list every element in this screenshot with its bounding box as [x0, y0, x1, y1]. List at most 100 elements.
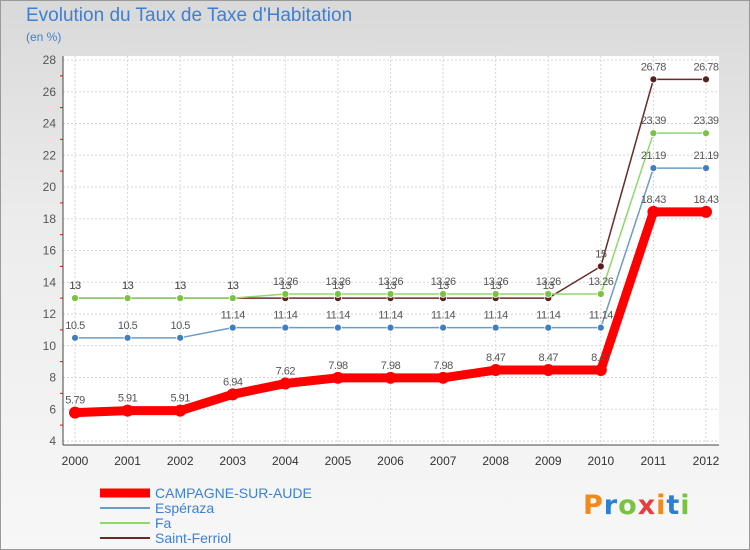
- data-label-campagne-sur-aude: 7.98: [433, 360, 453, 372]
- data-point-campagne-sur-aude: [594, 364, 607, 377]
- data-label-esp-raza: 11.14: [326, 310, 351, 322]
- data-point-fa: [71, 294, 79, 303]
- data-label-esp-raza: 10.5: [118, 320, 138, 332]
- y-tick-label: 8: [49, 371, 56, 385]
- y-tick-label: 12: [43, 307, 57, 321]
- chart-title: Evolution du Taux de Taxe d'Habitation: [26, 5, 353, 26]
- data-label-fa: 13: [227, 280, 239, 292]
- data-label-campagne-sur-aude: 7.98: [381, 360, 401, 372]
- data-label-campagne-sur-aude: 18.43: [641, 194, 666, 206]
- x-tick-label: 2012: [693, 454, 720, 468]
- data-point-esp-raza: [649, 164, 658, 173]
- y-tick-label: 20: [43, 180, 57, 194]
- data-label-saint-ferriol: 26.78: [693, 61, 718, 73]
- data-point-fa: [123, 294, 132, 303]
- data-point-esp-raza: [334, 323, 342, 332]
- data-label-fa: 13.26: [273, 276, 298, 288]
- data-label-fa: 13.26: [325, 276, 350, 288]
- y-tick-label: 14: [43, 275, 57, 289]
- x-tick-label: 2005: [325, 454, 352, 468]
- data-label-fa: 13: [69, 280, 81, 292]
- legend-label: Fa: [155, 515, 172, 531]
- data-label-campagne-sur-aude: 5.91: [170, 393, 190, 405]
- y-tick-label: 24: [43, 117, 57, 131]
- data-point-campagne-sur-aude: [700, 205, 712, 218]
- legend-label: Saint-Ferriol: [155, 530, 231, 546]
- x-tick-label: 2010: [587, 454, 614, 468]
- data-label-esp-raza: 11.14: [589, 310, 614, 322]
- data-point-fa: [176, 294, 185, 303]
- data-point-fa: [439, 290, 447, 298]
- data-label-esp-raza: 11.14: [431, 310, 456, 322]
- data-label-fa: 13: [175, 280, 187, 292]
- data-label-saint-ferriol: 13: [69, 280, 81, 292]
- data-label-saint-ferriol: 13: [543, 280, 555, 292]
- data-label-campagne-sur-aude: 8.47: [591, 352, 611, 364]
- data-label-fa: 13.26: [483, 276, 508, 288]
- x-tick-label: 2006: [377, 454, 404, 468]
- data-label-campagne-sur-aude: 8.47: [539, 352, 559, 364]
- data-point-fa: [544, 290, 553, 298]
- x-tick-label: 2003: [219, 454, 246, 468]
- data-point-saint-ferriol: [702, 75, 710, 84]
- data-label-esp-raza: 11.14: [221, 310, 246, 322]
- y-tick-label: 28: [43, 53, 57, 67]
- proxiti-logo: Proxiti: [583, 490, 691, 521]
- x-tick-label: 2008: [482, 454, 509, 468]
- data-point-esp-raza: [439, 323, 447, 332]
- y-tick-label: 10: [43, 339, 57, 353]
- data-label-esp-raza: 10.5: [65, 320, 85, 332]
- data-point-fa: [491, 290, 500, 298]
- y-tick-label: 22: [43, 148, 57, 162]
- data-point-fa: [334, 290, 342, 298]
- data-label-fa: 13.26: [431, 276, 456, 288]
- data-point-esp-raza: [702, 164, 710, 173]
- data-label-esp-raza: 21.19: [693, 150, 718, 162]
- data-point-campagne-sur-aude: [226, 388, 239, 401]
- data-label-campagne-sur-aude: 8.47: [486, 352, 506, 364]
- data-label-fa: 13.26: [378, 276, 403, 288]
- data-point-esp-raza: [228, 323, 237, 332]
- data-label-saint-ferriol: 13: [280, 280, 292, 292]
- data-label-campagne-sur-aude: 5.91: [118, 393, 138, 405]
- data-label-esp-raza: 10.5: [170, 320, 190, 332]
- data-point-saint-ferriol: [596, 262, 605, 271]
- y-tick-label: 4: [49, 434, 56, 448]
- x-tick-label: 2009: [535, 454, 562, 468]
- data-label-campagne-sur-aude: 18.43: [693, 194, 718, 206]
- data-label-fa: 23.39: [641, 115, 666, 127]
- data-label-campagne-sur-aude: 7.98: [328, 360, 348, 372]
- data-point-fa: [649, 129, 658, 138]
- data-label-saint-ferriol: 13: [332, 280, 344, 292]
- x-tick-label: 2001: [114, 454, 141, 468]
- x-tick-label: 2000: [62, 454, 89, 468]
- data-point-esp-raza: [544, 323, 553, 332]
- data-point-campagne-sur-aude: [542, 364, 555, 377]
- data-label-esp-raza: 21.19: [641, 150, 666, 162]
- data-label-fa: 13: [122, 280, 134, 292]
- data-label-saint-ferriol: 13: [227, 280, 239, 292]
- data-label-esp-raza: 11.14: [484, 310, 509, 322]
- data-label-saint-ferriol: 13: [122, 280, 134, 292]
- x-tick-label: 2007: [430, 454, 457, 468]
- data-label-saint-ferriol: 13: [175, 280, 187, 292]
- y-tick-label: 18: [43, 212, 57, 226]
- data-point-esp-raza: [491, 323, 500, 332]
- data-point-esp-raza: [596, 323, 605, 332]
- data-point-fa: [596, 290, 605, 298]
- data-point-esp-raza: [386, 323, 395, 332]
- x-tick-label: 2004: [272, 454, 299, 468]
- data-label-saint-ferriol: 13: [437, 280, 449, 292]
- data-point-fa: [386, 290, 395, 298]
- data-point-saint-ferriol: [649, 75, 658, 84]
- data-label-esp-raza: 11.14: [536, 310, 561, 322]
- data-point-campagne-sur-aude: [489, 364, 502, 377]
- data-point-esp-raza: [71, 333, 79, 342]
- x-tick-label: 2011: [641, 454, 667, 468]
- data-point-campagne-sur-aude: [384, 371, 397, 384]
- data-label-fa: 13.26: [588, 276, 613, 288]
- y-tick-label: 16: [43, 244, 57, 258]
- data-point-esp-raza: [176, 333, 185, 342]
- data-label-saint-ferriol: 13: [490, 280, 502, 292]
